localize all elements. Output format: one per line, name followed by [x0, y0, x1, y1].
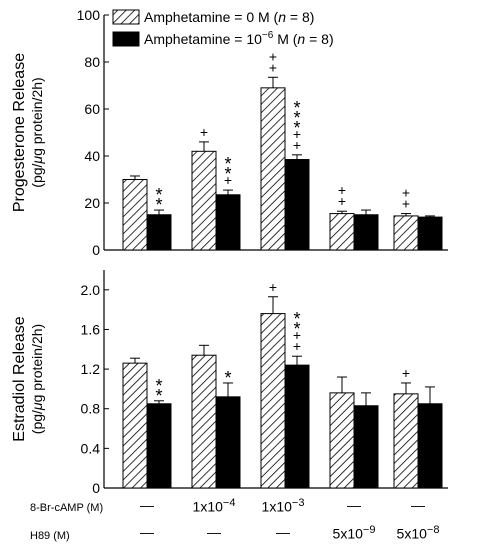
estradiol-bar-amphetamine [284, 364, 310, 489]
progesterone-bar-control [260, 87, 286, 251]
progesterone-significance-mark: * [293, 108, 300, 128]
8-br-camp-value: — [140, 497, 154, 513]
progesterone-significance-mark: * [155, 185, 162, 205]
progesterone-bar-control [393, 215, 419, 251]
estradiol-bar-amphetamine [417, 403, 443, 489]
progesterone-bar-amphetamine [284, 159, 310, 251]
progesterone-significance-mark: * [224, 164, 231, 184]
progesterone-bar-amphetamine [353, 214, 379, 251]
estradiol-y-tick-label: 0.8 [81, 401, 101, 417]
progesterone-significance-mark: + [402, 185, 410, 201]
progesterone-significance-mark: * [293, 118, 300, 138]
legend-swatch-control [112, 9, 140, 25]
8-br-camp-row-label: 8-Br-cAMP (M) [30, 502, 104, 514]
progesterone-significance-mark: + [293, 137, 301, 153]
legend-swatch-amphetamine [112, 31, 140, 47]
progesterone-bar-control [329, 213, 355, 251]
progesterone-bar-amphetamine [417, 216, 443, 251]
estradiol-significance-mark: + [293, 327, 301, 343]
estradiol-bar-control [260, 313, 286, 489]
h89-value: — [276, 524, 290, 540]
estradiol-bar-control [191, 354, 217, 489]
progesterone-bar-amphetamine [146, 214, 172, 251]
estradiol-y-tick-label: 1.6 [81, 321, 101, 337]
progesterone-y-axis-units: (pg/μg protein/2h) [29, 77, 45, 187]
estradiol-significance-mark: + [402, 365, 410, 381]
8-br-camp-value: — [411, 497, 425, 513]
progesterone-y-tick-label: 20 [84, 195, 100, 211]
progesterone-significance-mark: + [224, 172, 232, 188]
8-br-camp-value: — [347, 497, 361, 513]
progesterone-y-tick-label: 60 [84, 101, 100, 117]
progesterone-significance-mark: + [338, 182, 346, 198]
estradiol-y-tick-label: 0.4 [81, 440, 101, 456]
h89-value: — [140, 524, 154, 540]
estradiol-bar-control [329, 392, 355, 489]
progesterone-significance-mark: + [402, 196, 410, 212]
estradiol-significance-mark: * [155, 376, 162, 396]
estradiol-bar-amphetamine [215, 396, 241, 489]
progesterone-bar-control [122, 179, 148, 251]
8-br-camp-value: 1x10−3 [261, 497, 305, 515]
estradiol-y-axis-units: (pg/μg protein/2h) [29, 324, 45, 434]
estradiol-significance-mark: + [269, 279, 277, 295]
progesterone-bar-amphetamine [215, 194, 241, 251]
estradiol-bar-control [393, 393, 419, 489]
estradiol-bar-amphetamine [353, 405, 379, 489]
estradiol-y-tick-label: 1.2 [81, 361, 101, 377]
progesterone-significance-mark: + [269, 59, 277, 75]
progesterone-significance-mark: + [269, 48, 277, 64]
estradiol-y-tick-label: 2.0 [81, 282, 101, 298]
progesterone-bar-control [191, 150, 217, 251]
progesterone-significance-mark: * [224, 154, 231, 174]
estradiol-chart: 0 0.4 0.8 1.2 1.6 2.0 Estradiol Release (pg/μg … [11, 270, 448, 496]
progesterone-significance-mark: + [200, 124, 208, 140]
estradiol-y-tick-label: 0 [92, 480, 100, 496]
8-br-camp-value: 1x10−4 [192, 497, 236, 515]
estradiol-bar-control [122, 362, 148, 489]
progesterone-y-tick-label: 0 [92, 242, 100, 258]
h89-row-label: H89 (M) [30, 530, 70, 542]
legend-label-control: Amphetamine = 0 M (n = 8) [144, 9, 314, 25]
estradiol-significance-mark: * [293, 309, 300, 329]
progesterone-significance-mark: + [338, 193, 346, 209]
estradiol-significance-mark: + [293, 338, 301, 354]
progesterone-y-tick-label: 80 [84, 54, 100, 70]
progesterone-chart: 0 20 40 60 80 100 Progesterone Release (pg/μg p… [11, 7, 448, 258]
estradiol-y-axis-title: Estradiol Release [11, 316, 28, 442]
h89-value: 5x10−9 [332, 524, 376, 542]
progesterone-y-tick-label: 40 [84, 148, 100, 164]
progesterone-significance-mark: + [293, 126, 301, 142]
h89-value: — [207, 524, 221, 540]
h89-value: 5x10−8 [396, 524, 440, 542]
estradiol-significance-mark: * [224, 368, 231, 388]
estradiol-bar-amphetamine [146, 403, 172, 489]
progesterone-significance-mark: * [293, 98, 300, 118]
progesterone-significance-mark: * [155, 195, 162, 215]
estradiol-significance-mark: * [155, 386, 162, 406]
progesterone-y-tick-label: 100 [77, 7, 101, 23]
progesterone-y-axis-title: Progesterone Release [11, 53, 28, 212]
legend: Amphetamine = 0 M (n = 8) Amphetamine = 1… [112, 9, 334, 47]
legend-label-amphetamine: Amphetamine = 10−6 M (n = 8) [144, 30, 334, 47]
estradiol-significance-mark: * [293, 319, 300, 339]
